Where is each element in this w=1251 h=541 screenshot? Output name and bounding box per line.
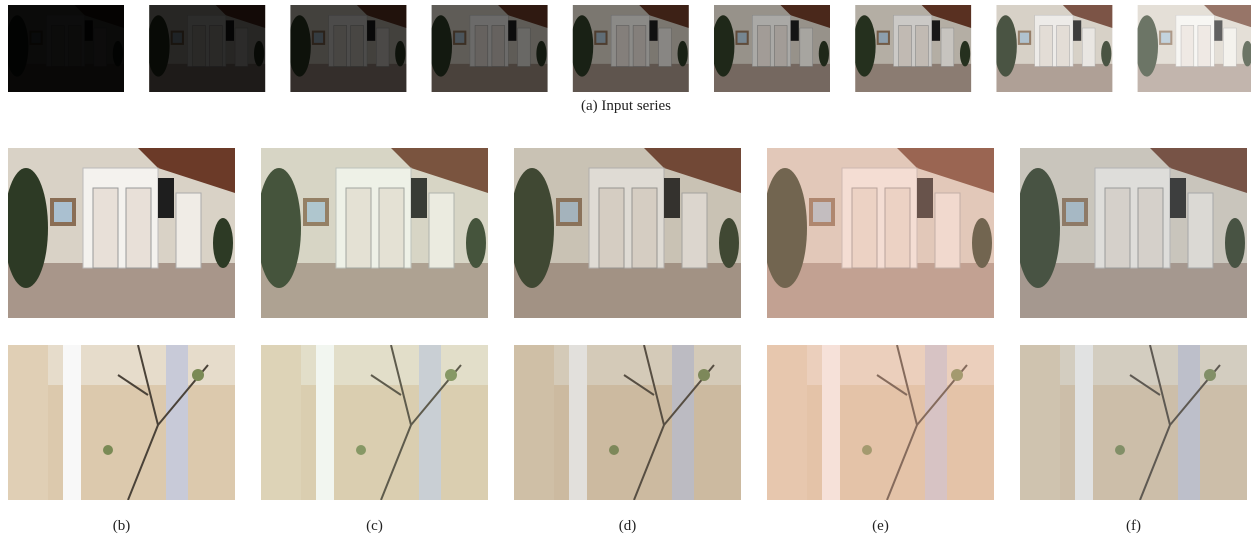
panel-label: (b) — [113, 518, 131, 534]
detail-image — [8, 345, 235, 500]
exposure-overlay — [714, 5, 830, 92]
tone-overlay — [514, 345, 741, 500]
tone-overlay — [767, 345, 994, 500]
result-panels: (b) (c) (d) (e) (f) — [8, 148, 1247, 534]
result-image — [8, 148, 235, 318]
overexposure — [1137, 5, 1251, 92]
tone-overlay — [514, 148, 741, 318]
exposure-overlay — [8, 5, 124, 92]
caption: (a) Input series — [581, 98, 671, 114]
exposure-overlay — [431, 5, 548, 92]
overexposure — [996, 5, 1113, 92]
tone-overlay — [261, 345, 488, 500]
exposure-overlay — [855, 5, 972, 92]
input-series — [8, 5, 1251, 92]
panel-label: (f) — [1126, 518, 1141, 534]
tone-overlay — [1020, 148, 1247, 318]
panel-label: (c) — [366, 518, 383, 534]
panel-label: (d) — [619, 518, 637, 534]
exposure-overlay — [290, 5, 407, 92]
exposure-overlay — [572, 5, 689, 92]
exposure-overlay — [149, 5, 266, 92]
exposure-overlay — [996, 5, 1113, 92]
panel-label: (e) — [872, 518, 889, 534]
tone-overlay — [261, 148, 488, 318]
tone-overlay — [1020, 345, 1247, 500]
tone-overlay — [767, 148, 994, 318]
